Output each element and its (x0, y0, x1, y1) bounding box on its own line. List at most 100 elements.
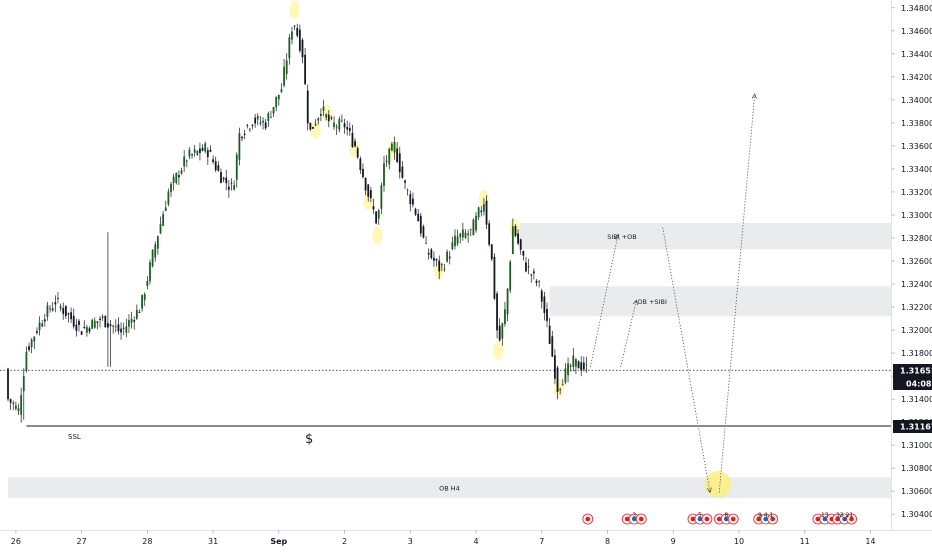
event-flag-center (697, 516, 703, 522)
candle-body-212 (564, 368, 567, 383)
y-tick-label-0: 1.34800 (901, 4, 932, 13)
candle-body-178 (475, 215, 477, 231)
candle-body-146 (390, 143, 393, 151)
candle-body-124 (333, 122, 335, 128)
candle-body-158 (422, 226, 425, 238)
candle-body-172 (459, 233, 462, 238)
y-tick-label-21: 1.30600 (901, 487, 932, 496)
candle-body-138 (369, 190, 372, 199)
candle-body-141 (377, 210, 380, 219)
y-tick-label-3: 1.34200 (901, 73, 932, 82)
candle-body-207 (551, 336, 554, 357)
candle-body-171 (456, 236, 459, 244)
candle-body-102 (275, 96, 278, 108)
event-flag-center (716, 516, 722, 522)
candle-body-176 (469, 228, 472, 230)
highlight-11 (553, 379, 564, 398)
candle-body-193 (514, 226, 517, 237)
event-badge-count: 9 4 1 (758, 512, 773, 519)
event-flag-center (690, 516, 696, 522)
candle-body-206 (548, 325, 551, 344)
candle-body-114 (306, 90, 309, 124)
candle-body-20 (59, 306, 62, 309)
candle-body-50 (138, 311, 141, 313)
candle-body-191 (509, 261, 512, 291)
candle-body-76 (206, 150, 209, 158)
x-tick-label-6: 3 (408, 537, 413, 546)
candle-body-96 (259, 122, 262, 124)
projection-arrowhead-0 (614, 233, 620, 240)
event-flag-center (704, 516, 710, 522)
y-tick-label-11: 1.32600 (901, 257, 932, 266)
candle-body-151 (404, 180, 406, 183)
y-tick-label-5: 1.33800 (901, 119, 932, 128)
candle-body-70 (191, 154, 193, 156)
candle-body-205 (546, 309, 548, 321)
candle-body-40 (112, 325, 115, 327)
candle-body-121 (325, 114, 328, 118)
event-badge-1: 3 (621, 512, 647, 525)
candle-body-131 (351, 132, 354, 148)
x-tick-label-9: 8 (605, 537, 610, 546)
candle-body-133 (356, 148, 359, 158)
candle-body-173 (461, 229, 464, 238)
candle-body-57 (156, 236, 159, 249)
candle-body-189 (504, 309, 506, 324)
candle-body-116 (312, 126, 314, 129)
candle-body-201 (535, 280, 538, 283)
y-tick-label-9: 1.33000 (901, 211, 932, 220)
candle-body-88 (238, 133, 241, 160)
x-tick-label-4: Sep (270, 537, 287, 546)
candle-body-83 (225, 177, 228, 184)
event-badge-0 (582, 513, 594, 525)
candle-body-208 (554, 355, 556, 379)
candle-body-112 (301, 39, 304, 58)
candle-body-166 (443, 268, 446, 270)
dollar-marker: $ (305, 432, 313, 447)
candle-body-174 (464, 232, 467, 238)
candle-body-56 (154, 244, 157, 258)
candle-body-143 (383, 163, 385, 186)
current-price-tag (893, 364, 932, 377)
candle-body-170 (454, 235, 456, 246)
candle-body-184 (490, 244, 493, 260)
event-flag-center (624, 516, 630, 522)
candle-body-164 (438, 260, 441, 272)
candle-body-73 (199, 148, 201, 153)
ssl-label: SSL (68, 433, 81, 441)
candle-body-119 (319, 114, 322, 116)
candle-body-150 (401, 166, 404, 178)
countdown-tag (893, 377, 932, 390)
candle-body-68 (185, 160, 188, 162)
y-tick-label-17: 1.31400 (901, 395, 932, 404)
candle-body-105 (283, 66, 285, 86)
candle-body-48 (133, 320, 136, 322)
event-badge-count: 33 21 (836, 512, 853, 519)
candle-body-187 (498, 325, 501, 341)
candle-body-4 (17, 408, 20, 411)
candle-body-219 (582, 362, 585, 370)
candle-body-103 (277, 94, 280, 100)
event-flag-center (835, 516, 840, 522)
candle-body-195 (519, 239, 522, 250)
candle-body-109 (293, 25, 296, 27)
event-badge-count: 3 (632, 512, 636, 519)
candle-body-59 (162, 214, 165, 226)
y-tick-label-12: 1.32400 (901, 280, 932, 289)
candle-body-9 (30, 339, 33, 347)
candle-body-137 (367, 184, 370, 197)
candle-body-67 (183, 156, 186, 167)
candle-body-13 (41, 323, 44, 327)
candle-body-98 (264, 122, 267, 129)
candle-body-54 (149, 262, 151, 282)
zone-2 (8, 477, 891, 499)
highlight-6 (388, 141, 399, 160)
event-badge-count: 13 (821, 512, 829, 519)
candle-body-22 (64, 305, 67, 317)
candle-body-21 (62, 308, 65, 314)
candle-body-129 (346, 127, 349, 130)
time-axis[interactable]: 26 27 28 31 Sep 2 3 4 7 8 9 10 11 14 (11, 530, 876, 546)
candle-body-136 (364, 178, 367, 191)
